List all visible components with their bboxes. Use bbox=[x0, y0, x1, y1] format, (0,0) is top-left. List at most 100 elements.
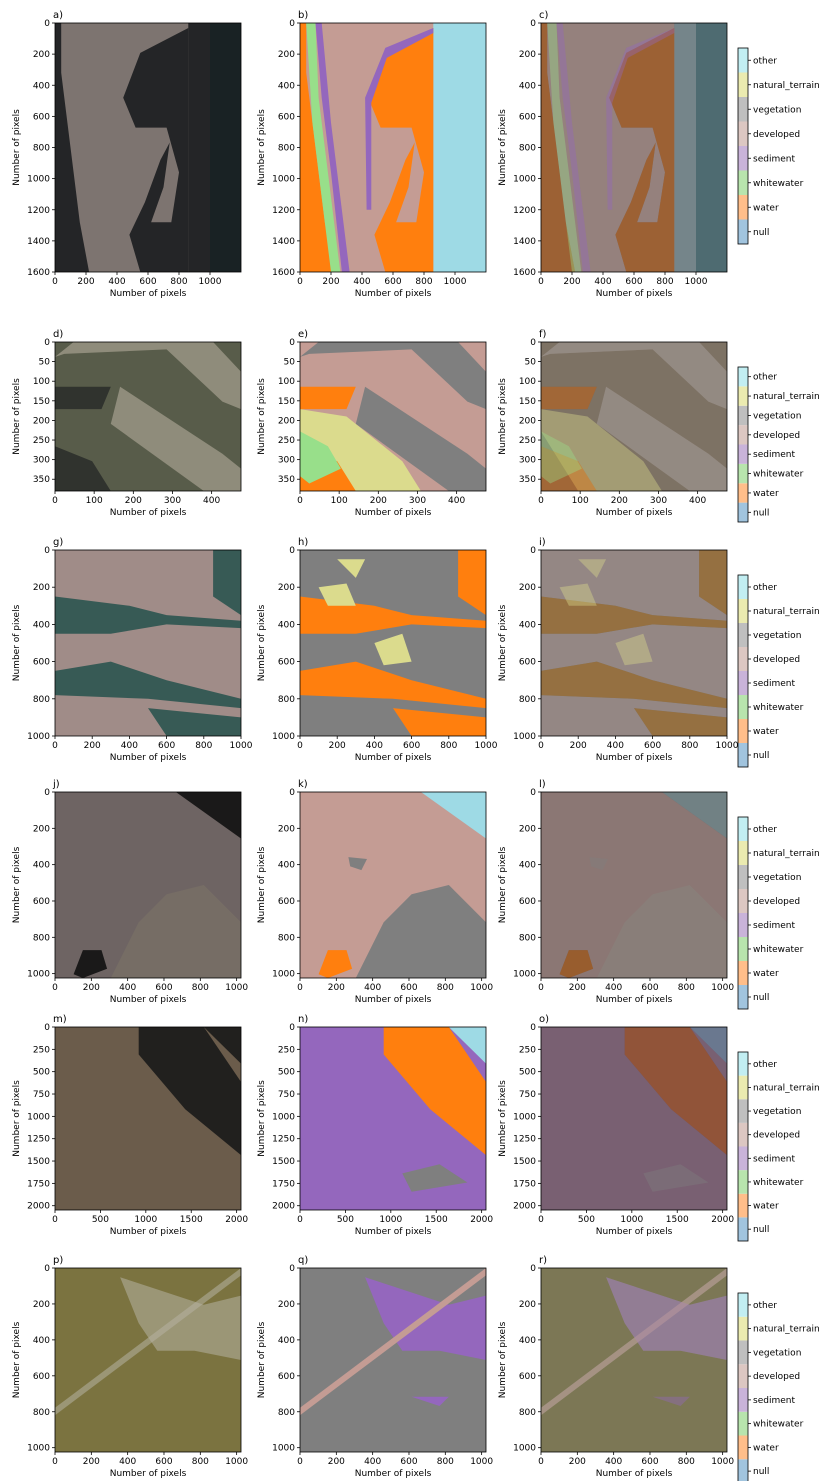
y-tick-label: 600 bbox=[519, 112, 536, 122]
colorbar-label-sediment: sediment bbox=[753, 921, 795, 931]
y-tick-label: 350 bbox=[519, 475, 536, 485]
overlay-region bbox=[624, 1027, 727, 1156]
y-tick-label: 1500 bbox=[513, 1157, 536, 1167]
segmentation-region bbox=[355, 386, 486, 491]
x-tick-label: 2000 bbox=[470, 1215, 493, 1225]
y-tick-label: 1200 bbox=[513, 206, 536, 216]
photo-water-region bbox=[541, 661, 727, 709]
y-tick-label: 1200 bbox=[272, 206, 295, 216]
colorbar-vegetation-swatch bbox=[738, 1340, 748, 1365]
x-tick-label: 0 bbox=[538, 983, 544, 993]
overlay-region bbox=[541, 446, 597, 491]
overlay-region bbox=[689, 1027, 727, 1064]
colorbar-null-swatch bbox=[738, 985, 748, 1009]
y-axis-title: Number of pixels bbox=[12, 1321, 22, 1398]
panel-label: p) bbox=[53, 1255, 63, 1266]
photo-feature bbox=[55, 1268, 241, 1416]
overlay-region bbox=[547, 23, 582, 272]
y-axis-title: Number of pixels bbox=[257, 1080, 267, 1157]
colorbar-label-sediment: sediment bbox=[753, 679, 795, 689]
y-tick-label: 1000 bbox=[27, 1112, 50, 1122]
x-axis-title: Number of pixels bbox=[596, 995, 673, 1005]
x-axis-title: Number of pixels bbox=[596, 753, 673, 763]
x-tick-label: 600 bbox=[625, 277, 642, 287]
segmentation-region bbox=[368, 28, 434, 272]
x-tick-label: 0 bbox=[52, 1215, 58, 1225]
y-tick-label: 100 bbox=[33, 377, 50, 387]
y-tick-label: 200 bbox=[278, 824, 295, 834]
panel-h: h)0 200 400 600 800 100002004006008001000Numb… bbox=[257, 537, 498, 763]
overlay-region bbox=[556, 23, 591, 272]
overlay-region bbox=[541, 661, 727, 709]
colorbar-label-natural_terrain: natural_terrain bbox=[753, 1325, 819, 1335]
y-tick-label: 400 bbox=[519, 1336, 536, 1346]
y-axis-title: Number of pixels bbox=[12, 1080, 22, 1157]
y-tick-label: 300 bbox=[519, 456, 536, 466]
panel-label: f) bbox=[539, 329, 547, 340]
photo-water-region bbox=[55, 596, 241, 634]
colorbar-other-swatch bbox=[738, 48, 748, 73]
colorbar-water-swatch bbox=[738, 1193, 748, 1218]
x-tick-label: 100 bbox=[572, 496, 589, 506]
y-tick-label: 200 bbox=[519, 50, 536, 60]
y-tick-label: 800 bbox=[519, 1408, 536, 1418]
colorbar-label-whitewater: whitewater bbox=[753, 470, 804, 480]
x-tick-label: 200 bbox=[370, 496, 387, 506]
panel-label: j) bbox=[52, 779, 60, 790]
overlay-region bbox=[541, 596, 727, 634]
figure-row-1: d)0 100 200 300 400050100150200250300350Numb… bbox=[12, 329, 819, 523]
overlay-region bbox=[589, 857, 608, 871]
y-tick-label: 1750 bbox=[513, 1179, 536, 1189]
y-tick-label: 600 bbox=[33, 1372, 50, 1382]
x-tick-label: 500 bbox=[92, 1215, 109, 1225]
y-tick-label: 400 bbox=[278, 81, 295, 91]
colorbar-label-other: other bbox=[753, 583, 777, 593]
figure-row-5: p)0 200 400 600 800 100002004006008001000Numb… bbox=[12, 1255, 819, 1481]
y-tick-label: 0 bbox=[530, 546, 536, 556]
photo-water-region bbox=[609, 28, 675, 272]
x-tick-label: 400 bbox=[203, 496, 220, 506]
panel-k: k)0 200 400 600 800 100002004006008001000Numb… bbox=[257, 779, 493, 1005]
y-axis-title: Number of pixels bbox=[12, 604, 22, 681]
colorbar-label-sediment: sediment bbox=[753, 154, 795, 164]
x-tick-label: 800 bbox=[415, 277, 432, 287]
panel-label: h) bbox=[298, 537, 308, 548]
x-tick-label: 1000 bbox=[711, 1457, 734, 1467]
overlay-region bbox=[541, 386, 597, 410]
colorbar-label-water: water bbox=[753, 727, 779, 737]
y-axis-title: Number of pixels bbox=[498, 378, 508, 455]
colorbar-sediment-swatch bbox=[738, 1146, 748, 1171]
y-tick-label: 1000 bbox=[272, 970, 295, 980]
colorbar-sediment-swatch bbox=[738, 1388, 748, 1412]
x-tick-label: 200 bbox=[83, 1457, 100, 1467]
x-tick-label: 800 bbox=[656, 277, 673, 287]
y-tick-label: 400 bbox=[519, 861, 536, 871]
photo-feature bbox=[541, 1268, 727, 1416]
x-tick-label: 400 bbox=[689, 496, 706, 506]
y-tick-label: 0 bbox=[44, 1264, 50, 1274]
y-tick-label: 800 bbox=[278, 695, 295, 705]
x-tick-label: 1000 bbox=[716, 741, 739, 751]
y-axis-title: Number of pixels bbox=[12, 378, 22, 455]
y-tick-label: 50 bbox=[39, 358, 51, 368]
y-tick-label: 1750 bbox=[272, 1179, 295, 1189]
y-axis-title: Number of pixels bbox=[257, 604, 267, 681]
y-tick-label: 0 bbox=[289, 546, 295, 556]
y-tick-label: 0 bbox=[44, 1023, 50, 1033]
colorbar-water-swatch bbox=[738, 961, 748, 985]
colorbar-label-sediment: sediment bbox=[753, 1396, 795, 1406]
overlay-region bbox=[674, 23, 696, 272]
y-tick-label: 0 bbox=[44, 788, 50, 798]
x-tick-label: 600 bbox=[644, 741, 661, 751]
y-tick-label: 1200 bbox=[27, 206, 50, 216]
segmentation-region bbox=[315, 23, 350, 272]
colorbar-natural_terrain-swatch bbox=[738, 1316, 748, 1341]
colorbar-natural_terrain-swatch bbox=[738, 72, 748, 97]
panel-o: o)0 500 1000 1500 20000250500750100012501500… bbox=[498, 1014, 734, 1237]
panel-label: n) bbox=[298, 1014, 308, 1025]
photo-water-region bbox=[55, 386, 111, 410]
x-tick-label: 600 bbox=[155, 1457, 172, 1467]
x-axis-title: Number of pixels bbox=[110, 753, 187, 763]
aerial-photo bbox=[55, 550, 241, 736]
